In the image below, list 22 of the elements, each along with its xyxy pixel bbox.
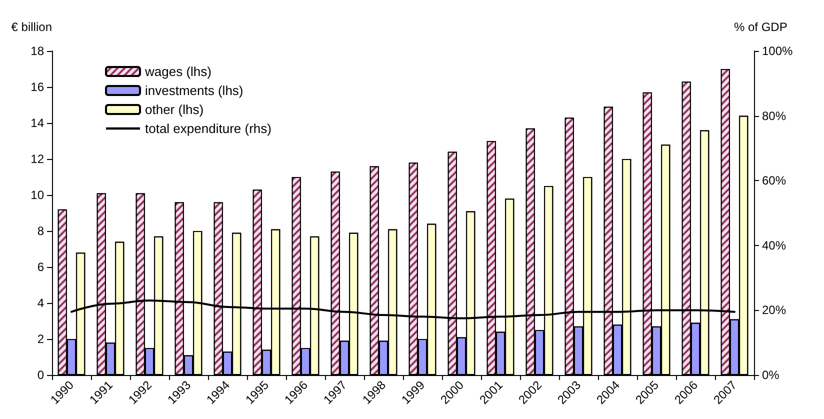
y2-tick-label: 20% (762, 303, 786, 318)
y2-tick-label: 80% (762, 108, 786, 123)
y-tick-label: 10 (30, 188, 44, 202)
y2-tick-label: 100% (762, 44, 794, 58)
y-tick-label: 6 (37, 260, 44, 274)
y2-tick-label: 40% (762, 238, 786, 252)
y-tick-label: 4 (37, 296, 44, 310)
y-tick-label: 14 (30, 116, 44, 130)
y-tick-label: 18 (30, 44, 44, 58)
y2-tick-label: 0% (762, 368, 780, 382)
y-tick-label: 0 (37, 368, 44, 382)
legend-label: other (lhs) (145, 102, 204, 117)
legend-label: total expenditure (rhs) (145, 121, 272, 136)
y2-tick-label: 60% (762, 174, 786, 188)
legend-label: wages (lhs) (144, 64, 212, 79)
y-tick-label: 12 (30, 152, 44, 166)
legend-label: investments (lhs) (145, 83, 244, 98)
y-tick-label: 8 (37, 224, 44, 238)
y2-axis-title: % of GDP (734, 20, 788, 34)
y-tick-label: 16 (30, 80, 44, 94)
y-axis-title: € billion (11, 20, 52, 34)
y-tick-label: 2 (37, 332, 44, 346)
